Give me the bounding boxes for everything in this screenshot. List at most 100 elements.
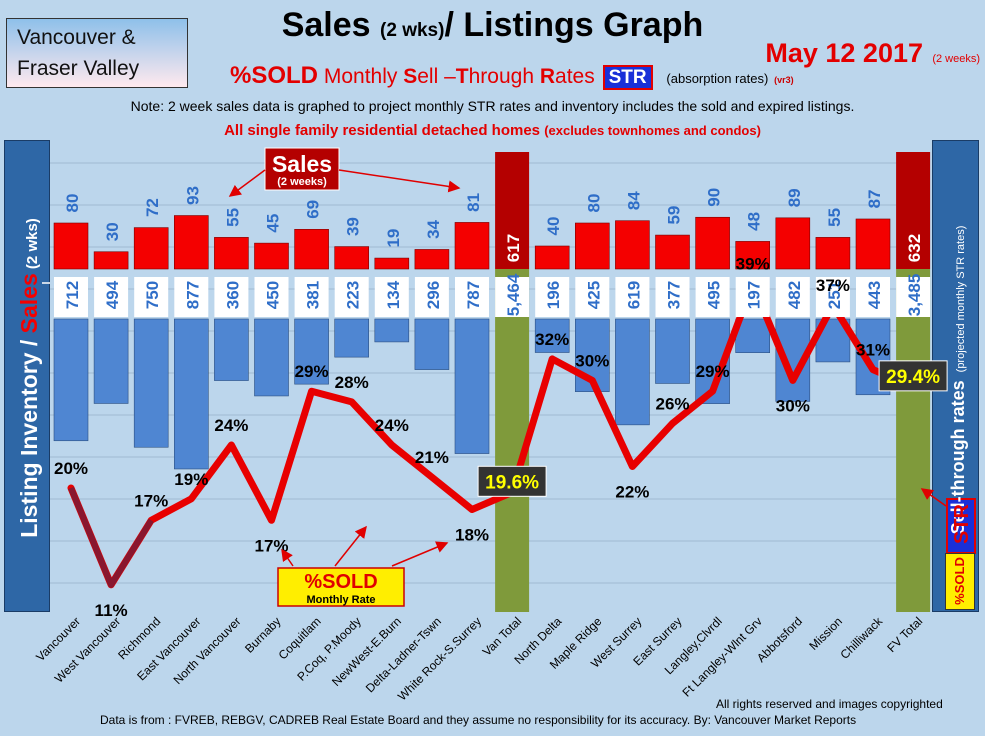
inventory-label-bg	[214, 277, 249, 317]
inventory-label-bg	[334, 277, 369, 317]
sold-rate-label: 29%	[295, 362, 329, 381]
total-rate-label: 19.6%	[485, 472, 539, 493]
sales-label: 617	[504, 234, 523, 262]
scope-exclusion: (excludes townhomes and condos)	[544, 123, 761, 138]
inventory-label-bg	[54, 277, 88, 317]
inventory-label: 251	[825, 281, 844, 309]
sold-rate-label: 20%	[54, 459, 88, 478]
total-rate-label: 29.4%	[886, 367, 940, 388]
sales-label: 39	[344, 217, 363, 236]
sold-rate-label: 26%	[655, 394, 689, 413]
inventory-label: 495	[705, 281, 724, 309]
sales-bar	[174, 215, 209, 270]
sales-label: 59	[665, 206, 684, 225]
inventory-label: 787	[464, 281, 483, 309]
subtitle-str-badge: STR	[602, 65, 653, 90]
sold-rate-label: 29%	[696, 362, 730, 381]
subtitle-rates: ates	[555, 65, 595, 88]
listings-bar	[294, 318, 329, 385]
region-label-box: Vancouver & Fraser Valley	[6, 18, 188, 88]
sold-callout-sub: Monthly Rate	[306, 594, 375, 606]
inventory-label-bg	[495, 277, 530, 317]
sales-bar	[695, 216, 730, 270]
inventory-label: 494	[103, 280, 122, 309]
subtitle-sold: %SOLD	[230, 62, 319, 89]
inventory-label: 450	[264, 281, 283, 309]
total-listings-bar	[495, 269, 530, 612]
sales-label: 55	[825, 208, 844, 227]
listings-bar	[615, 318, 650, 426]
sales-label: 45	[264, 214, 283, 233]
sales-bar	[615, 220, 650, 270]
inventory-label-bg	[374, 277, 409, 317]
title-sales: Sales	[281, 6, 371, 44]
sold-rate-label: 21%	[415, 448, 449, 467]
left-axis-label: Listing Inventory / Sales (2 wks)	[16, 218, 42, 538]
sales-label: 55	[223, 208, 242, 227]
sold-rate-label: 30%	[776, 396, 810, 415]
subtitle-monthly: Monthly	[323, 65, 398, 88]
pct-badge-text: %SOLD	[952, 557, 967, 605]
pct-sold-badge	[945, 553, 975, 610]
subtitle-sell: ell –	[417, 65, 456, 88]
inventory-label-bg	[134, 277, 169, 317]
subtitle-through: hrough	[468, 65, 534, 88]
sales-bar	[374, 257, 410, 270]
sold-rate-label: 19%	[174, 470, 208, 489]
sales-bar	[574, 222, 610, 270]
str-badge	[946, 498, 976, 554]
category-label: FV Total	[884, 614, 925, 655]
sales-label: 72	[143, 198, 162, 217]
sales-bar	[655, 234, 690, 270]
sales-callout-sub: (2 weeks)	[277, 176, 327, 188]
scope-main: All single family residential detached h…	[224, 122, 541, 139]
sold-rate-callout: %SOLD Monthly Rate	[277, 525, 449, 607]
sales-label: 69	[304, 200, 323, 219]
report-date-period: (2 weeks)	[932, 53, 980, 65]
listings-bar	[374, 318, 410, 343]
chart-note: Note: 2 week sales data is graphed to pr…	[130, 98, 855, 114]
region-line-2: Fraser Valley	[17, 57, 140, 80]
sales-label: 48	[745, 212, 764, 231]
sales-callout-title: Sales	[272, 151, 332, 177]
subtitle-version: (vr3)	[774, 75, 794, 85]
listings-bar	[334, 318, 370, 358]
sales-bar	[735, 241, 771, 270]
title-listings: / Listings Graph	[444, 6, 704, 44]
sold-rate-label: 17%	[254, 536, 288, 555]
str-pointer-arrow	[920, 488, 947, 507]
inventory-label: 196	[544, 281, 563, 309]
subtitle-absorption: (absorption rates)	[666, 71, 769, 86]
sold-rate-label: 24%	[214, 416, 248, 435]
listings-bar	[174, 318, 209, 470]
inventory-label: 5,464	[504, 273, 523, 316]
sales-label: 632	[905, 234, 924, 262]
sales-bar	[53, 222, 89, 270]
total-sales-bar	[896, 152, 931, 269]
category-label: Mission	[806, 614, 845, 653]
sales-callout: Sales (2 weeks)	[228, 147, 461, 197]
sold-callout-title: %SOLD	[304, 571, 377, 593]
sold-rate-line-low	[68, 486, 154, 588]
sales-bar	[133, 227, 169, 270]
inventory-label: 712	[63, 281, 82, 309]
sales-bar	[454, 222, 490, 270]
title-period: (2 wks)	[380, 20, 445, 41]
inventory-label-bg	[815, 277, 850, 317]
listings-bar	[454, 318, 490, 454]
inventory-label-bg	[775, 277, 810, 317]
inventory-label: 197	[745, 281, 764, 309]
chart-subtitle: %SOLD Monthly Sell –Through Rates STR (a…	[230, 62, 794, 90]
total-rate-box	[878, 360, 948, 392]
sales-label: 80	[584, 194, 603, 213]
sales-label: 84	[624, 191, 643, 210]
inventory-label: 3,485	[905, 274, 924, 317]
subtitle-r: R	[539, 65, 556, 88]
sales-label: 34	[424, 219, 443, 238]
inventory-label-bg	[94, 277, 129, 317]
inventory-label-bg	[896, 277, 931, 317]
total-listings-bar	[896, 269, 931, 612]
region-line-1: Vancouver &	[17, 26, 136, 49]
listings-bar	[214, 318, 249, 381]
sold-rate-label: 37%	[816, 276, 850, 295]
